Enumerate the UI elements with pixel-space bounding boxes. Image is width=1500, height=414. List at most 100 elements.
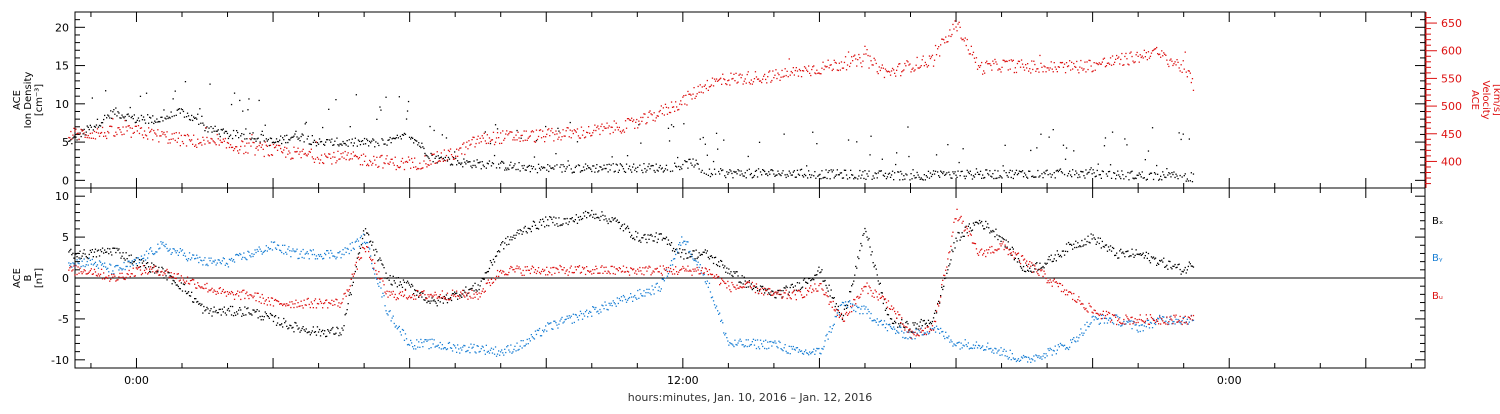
velocity-point [403,162,404,163]
velocity-point [351,153,352,154]
bx-point [803,280,804,281]
velocity-point [501,143,502,144]
bz-point [223,289,224,290]
by-point [440,342,441,343]
bx-point [645,239,646,240]
by-point [521,340,522,341]
bz-point [309,304,310,305]
by-point [195,258,196,259]
bx-point [123,258,124,259]
by-point [352,242,353,243]
bz-point [361,257,362,258]
density-point [825,169,826,170]
bx-point [835,306,836,307]
by-point [959,342,960,343]
velocity-point [272,155,273,156]
bx-point [245,314,246,315]
bx-point [1127,250,1128,251]
by-point [822,349,823,350]
velocity-point [836,63,837,64]
bx-point [222,309,223,310]
velocity-point [909,63,910,64]
by-point [845,301,846,302]
density-point [812,132,813,133]
velocity-point [1179,67,1180,68]
by-point [1072,339,1073,340]
by-point [112,270,113,271]
density-point [1145,159,1146,160]
bx-point [147,262,148,263]
by-point [228,266,229,267]
velocity-point [617,127,618,128]
velocity-point [114,136,115,137]
by-point [363,234,364,235]
velocity-point [1009,60,1010,61]
density-point [833,170,834,171]
bx-point [151,262,152,263]
by-point [299,253,300,254]
density-point [960,175,961,176]
density-point [1006,172,1007,173]
bx-point [374,255,375,256]
bx-point [1151,256,1152,257]
density-point [925,179,926,180]
velocity-point [807,71,808,72]
density-point [706,174,707,175]
bz-point [143,265,144,266]
by-point [1131,328,1132,329]
density-point [1193,173,1194,174]
density-point [524,165,525,166]
bx-point [69,250,70,251]
by-point [507,345,508,346]
density-point [540,169,541,170]
density-point [863,178,864,179]
bx-point [107,248,108,249]
density-point [1184,175,1185,176]
velocity-point [142,134,143,135]
velocity-point [1118,56,1119,57]
density-point [561,171,562,172]
by-point [1032,359,1033,360]
bx-point [248,312,249,313]
by-point [753,339,754,340]
by-point [107,268,108,269]
by-point [767,342,768,343]
bz-point [355,264,356,265]
density-point [917,172,918,173]
velocity-point [458,149,459,150]
density-point [662,167,663,168]
velocity-point [714,79,715,80]
density-point [338,145,339,146]
velocity-point [889,71,890,72]
velocity-point [251,134,252,135]
velocity-point [696,96,697,97]
velocity-point [228,143,229,144]
bz-point [110,279,111,280]
bx-point [508,244,509,245]
density-point [534,156,535,157]
velocity-point [1040,63,1041,64]
bz-point [247,295,248,296]
density-point [997,170,998,171]
velocity-point [1080,60,1081,61]
by-point [97,264,98,265]
density-point [142,119,143,120]
bx-point [68,251,69,252]
density-point [428,158,429,159]
bx-point [826,287,827,288]
by-point [543,331,544,332]
density-point [1109,171,1110,172]
density-point [1192,181,1193,182]
velocity-point [985,62,986,63]
bx-point [851,285,852,286]
velocity-point [1186,72,1187,73]
velocity-point [69,137,70,138]
velocity-point [192,144,193,145]
by-point [935,332,936,333]
bz-point [159,274,160,275]
velocity-point [1141,57,1142,58]
density-point [874,178,875,179]
density-point [236,130,237,131]
velocity-point [1023,67,1024,68]
bx-point [84,249,85,250]
